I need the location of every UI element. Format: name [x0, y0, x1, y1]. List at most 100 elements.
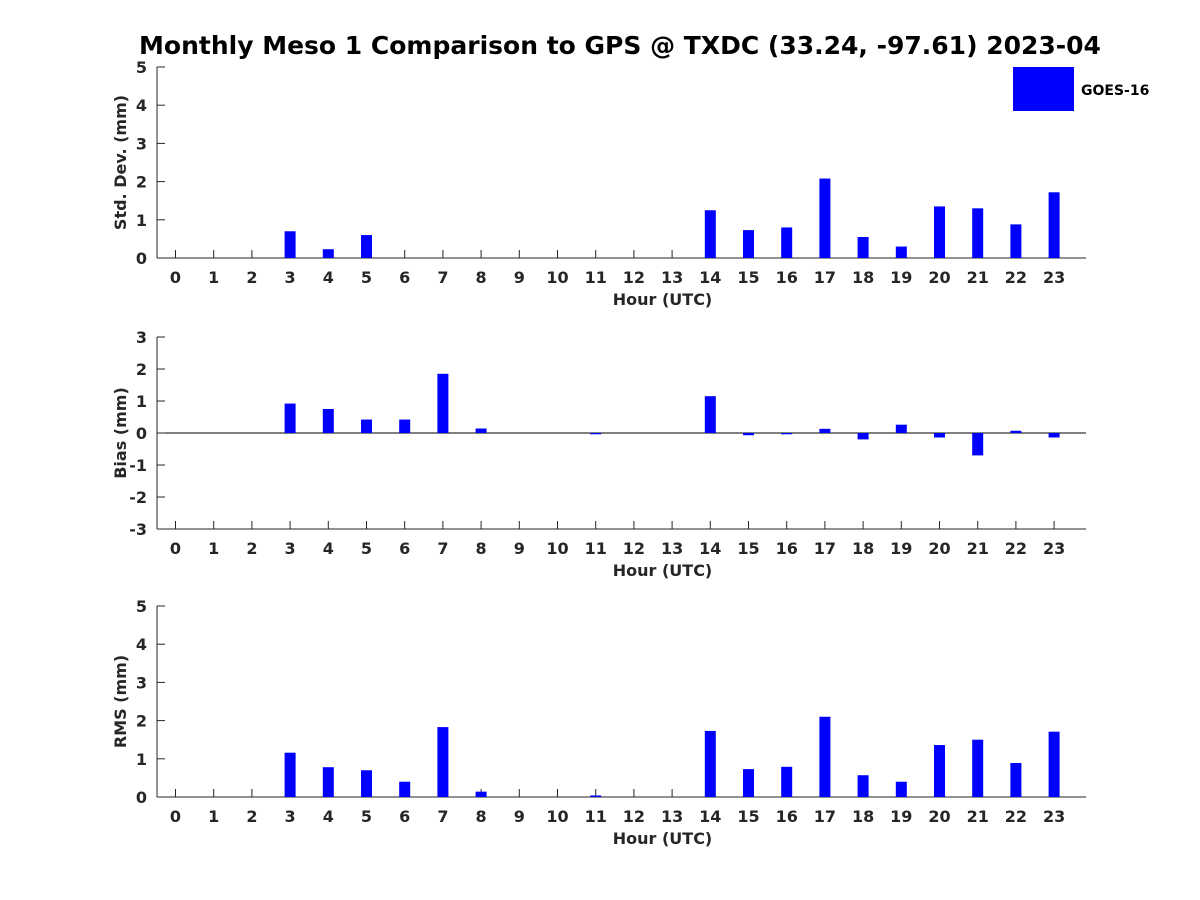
bias-bar-7	[437, 373, 449, 433]
std-dev-xtick-label: 0	[170, 268, 181, 287]
std-dev-bar-17	[819, 178, 831, 258]
bias-ytick-label: -2	[129, 488, 147, 507]
bias-bar-21	[972, 433, 984, 456]
rms-ytick-label: 3	[136, 673, 147, 692]
std-dev-bar-23	[1048, 192, 1060, 258]
rms-bar-17	[819, 716, 831, 797]
bias-xtick-label: 13	[661, 539, 683, 558]
std-dev-ytick-label: 4	[136, 96, 147, 115]
bias-xtick-label: 10	[546, 539, 568, 558]
rms-ytick-label: 2	[136, 712, 147, 731]
std-dev-bar-18	[857, 236, 869, 258]
bias-xtick-label: 9	[514, 539, 525, 558]
std-dev-bar-21	[972, 208, 984, 258]
rms-xtick-label: 12	[623, 807, 645, 826]
std-dev-bar-3	[284, 231, 296, 258]
rms-xtick-label: 23	[1043, 807, 1065, 826]
std-dev-xtick-label: 12	[623, 268, 645, 287]
rms-xtick-label: 10	[546, 807, 568, 826]
std-dev-xtick-label: 9	[514, 268, 525, 287]
bias-bar-5	[361, 419, 372, 433]
std-dev-xtick-label: 18	[852, 268, 874, 287]
bias-y-axis-label: Bias (mm)	[111, 387, 130, 479]
bias-ytick-label: 3	[136, 328, 147, 347]
std-dev-bar-22	[1010, 224, 1022, 258]
std-dev-xtick-label: 1	[208, 268, 219, 287]
bias-xtick-label: 20	[928, 539, 950, 558]
rms-bar-22	[1010, 763, 1022, 797]
bias-bar-23	[1048, 433, 1060, 438]
bias-xtick-label: 17	[814, 539, 836, 558]
bias-bar-3	[284, 403, 296, 433]
bias-xtick-label: 2	[246, 539, 257, 558]
bias-xtick-label: 4	[323, 539, 334, 558]
std-dev-bar-20	[934, 206, 945, 258]
std-dev-bar-14	[704, 210, 716, 258]
rms-bar-7	[437, 727, 449, 797]
std-dev-xtick-label: 17	[814, 268, 836, 287]
std-dev-ytick-label: 2	[136, 173, 147, 192]
bias-ytick-label: 0	[136, 424, 147, 443]
bias-x-axis-label: Hour (UTC)	[613, 561, 713, 580]
rms-xtick-label: 7	[437, 807, 448, 826]
rms-bar-14	[704, 730, 716, 797]
bias-xtick-label: 0	[170, 539, 181, 558]
rms-xtick-label: 16	[776, 807, 798, 826]
rms-bar-4	[322, 767, 334, 797]
bias-xtick-label: 15	[737, 539, 759, 558]
std-dev-y-axis-label: Std. Dev. (mm)	[111, 95, 130, 230]
std-dev-xtick-label: 23	[1043, 268, 1065, 287]
rms-xtick-label: 13	[661, 807, 683, 826]
rms-bar-20	[934, 745, 945, 797]
rms-bar-19	[895, 781, 907, 797]
std-dev-x-axis-label: Hour (UTC)	[613, 290, 713, 309]
std-dev-xtick-label: 10	[546, 268, 568, 287]
rms-xtick-label: 6	[399, 807, 410, 826]
bias-xtick-label: 19	[890, 539, 912, 558]
rms-bar-16	[781, 766, 793, 797]
rms-xtick-label: 4	[323, 807, 334, 826]
bias-bar-8	[475, 428, 487, 433]
rms-ytick-label: 4	[136, 635, 147, 654]
std-dev-bar-5	[361, 235, 372, 258]
std-dev-ytick-label: 1	[136, 211, 147, 230]
rms-xtick-label: 2	[246, 807, 257, 826]
std-dev-xtick-label: 8	[476, 268, 487, 287]
legend: GOES-16	[1013, 67, 1149, 111]
legend-label: GOES-16	[1081, 83, 1149, 99]
std-dev-ytick-label: 0	[136, 249, 147, 268]
bias-xtick-label: 22	[1005, 539, 1027, 558]
rms-xtick-label: 0	[170, 807, 181, 826]
bias-xtick-label: 18	[852, 539, 874, 558]
std-dev-xtick-label: 16	[776, 268, 798, 287]
chart-title: Monthly Meso 1 Comparison to GPS @ TXDC …	[139, 31, 1101, 60]
std-dev-xtick-label: 4	[323, 268, 334, 287]
bias-xtick-label: 7	[437, 539, 448, 558]
rms-xtick-label: 3	[285, 807, 296, 826]
bias-ytick-label: -1	[129, 456, 147, 475]
std-dev-xtick-label: 2	[246, 268, 257, 287]
bias-ytick-label: -3	[129, 520, 147, 539]
bias-xtick-label: 3	[285, 539, 296, 558]
std-dev-bar-4	[322, 249, 334, 258]
std-dev-xtick-label: 6	[399, 268, 410, 287]
bias-xtick-label: 12	[623, 539, 645, 558]
bias-bar-11	[590, 433, 602, 435]
bias-xtick-label: 6	[399, 539, 410, 558]
bias-bar-4	[322, 409, 334, 433]
rms-bar-23	[1048, 731, 1060, 797]
bias-bar-14	[704, 396, 716, 433]
legend-swatch-goes-16	[1013, 67, 1074, 111]
bias-xtick-label: 14	[699, 539, 721, 558]
rms-xtick-label: 21	[967, 807, 989, 826]
bias-bar-20	[934, 433, 945, 438]
rms-ytick-label: 5	[136, 597, 147, 616]
rms-xtick-label: 1	[208, 807, 219, 826]
rms-bar-21	[972, 739, 984, 797]
rms-bar-8	[475, 791, 487, 797]
bias-bar-6	[399, 419, 411, 433]
